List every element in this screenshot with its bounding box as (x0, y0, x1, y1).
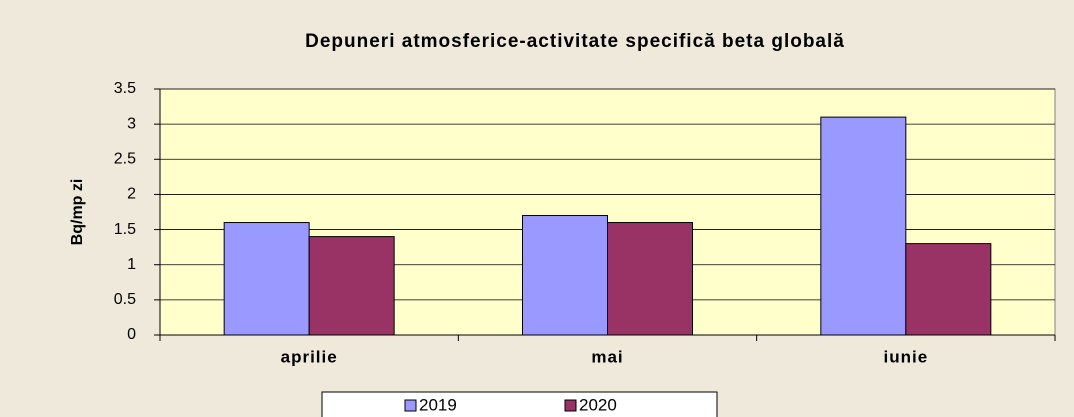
bar (308, 236, 395, 336)
bar (607, 222, 693, 336)
y-tick-label: 2 (127, 186, 136, 203)
legend-swatch (564, 399, 577, 412)
x-tick-label: iunie (883, 347, 928, 366)
y-tick-label: 3.5 (114, 80, 136, 97)
y-axis-label: Bq/mp zi (69, 179, 86, 246)
y-tick-label: 1 (127, 256, 136, 273)
bar (522, 215, 608, 336)
x-tick-label: mai (591, 347, 623, 366)
chart-title: Depuneri atmosferice-activitate specific… (305, 31, 845, 52)
legend-swatch (404, 399, 417, 412)
x-tick-label: aprilie (281, 347, 338, 366)
legend-box (321, 391, 718, 417)
bar (223, 222, 310, 336)
bar (905, 243, 992, 336)
legend-label: 2019 (419, 395, 457, 414)
y-tick-label: 1.5 (114, 221, 136, 238)
legend-label: 2020 (579, 395, 617, 414)
bar (820, 116, 907, 336)
y-tick-label: 0 (127, 326, 136, 343)
y-tick-label: 0.5 (114, 291, 136, 308)
y-tick-label: 3 (127, 115, 136, 132)
y-tick-label: 2.5 (114, 151, 136, 168)
